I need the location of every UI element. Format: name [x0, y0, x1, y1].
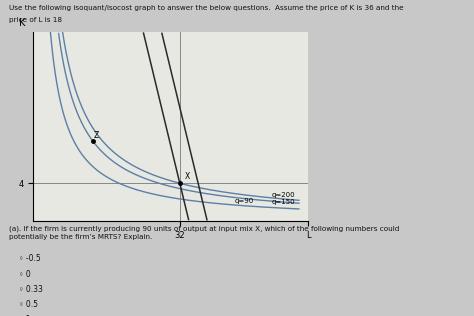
Text: Use the following isoquant/isocost graph to answer the below questions.  Assume : Use the following isoquant/isocost graph…	[9, 5, 404, 11]
Text: q=150: q=150	[272, 199, 295, 205]
Text: q=200: q=200	[272, 192, 295, 198]
Text: ◦ -0.5: ◦ -0.5	[19, 254, 41, 263]
Text: ◦ 1: ◦ 1	[19, 315, 31, 316]
Text: ◦ 0.33: ◦ 0.33	[19, 285, 43, 294]
Text: X: X	[184, 173, 190, 181]
Y-axis label: K: K	[19, 18, 26, 28]
Text: price of L is 18: price of L is 18	[9, 17, 63, 23]
Text: (a). If the firm is currently producing 90 units of output at input mix X, which: (a). If the firm is currently producing …	[9, 226, 400, 240]
Text: q=90: q=90	[235, 198, 254, 204]
Text: Z: Z	[94, 131, 100, 140]
Text: ◦ 0: ◦ 0	[19, 270, 31, 278]
Text: ◦ 0.5: ◦ 0.5	[19, 300, 38, 309]
